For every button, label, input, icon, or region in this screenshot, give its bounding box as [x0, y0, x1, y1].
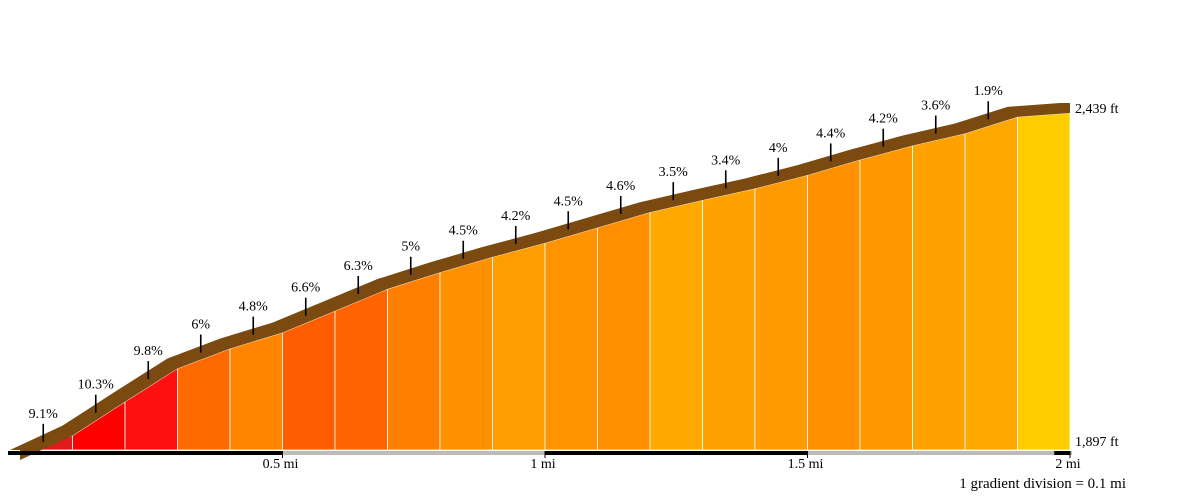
gradient-segment-12 [597, 211, 651, 451]
elevation-min-label: 1,897 ft [1075, 435, 1119, 450]
grade-label-8: 5% [401, 240, 420, 255]
grade-label-14: 3.4% [711, 153, 741, 168]
gradient-segment-16 [807, 159, 861, 451]
grade-markers: 9.1% 10.3% 9.8% 6% 4.8% 6.6% 6.3% 5% 4.5% 4.2% 4.5… [29, 84, 1004, 442]
distance-axis: 0.5 mi 1 mi 1.5 mi 2 mi [8, 451, 1081, 472]
grade-label-17: 4.2% [869, 112, 899, 127]
grade-label-3: 9.8% [134, 344, 164, 359]
axis-track [8, 451, 1072, 455]
grade-label-16: 4.4% [816, 126, 846, 141]
axis-block-3 [1054, 451, 1070, 455]
grade-label-5: 4.8% [239, 300, 269, 315]
gradient-segment-5 [229, 332, 283, 451]
x-tick-label-1: 0.5 mi [263, 457, 299, 472]
grade-label-10: 4.2% [501, 209, 531, 224]
grade-label-2: 10.3% [78, 378, 115, 393]
gradient-segment-18 [912, 132, 966, 451]
grade-label-19: 1.9% [974, 84, 1004, 99]
elevation-max-label: 2,439 ft [1075, 102, 1119, 117]
axis-block-2 [545, 451, 808, 455]
grade-label-7: 6.3% [344, 259, 374, 274]
grade-label-1: 9.1% [29, 407, 59, 422]
axis-block-1 [8, 451, 283, 455]
gradient-segment-11 [544, 227, 598, 451]
gradient-segment-6 [282, 310, 336, 451]
gradient-segment-17 [859, 145, 913, 451]
grade-label-18: 3.6% [921, 99, 951, 114]
x-tick-label-2: 1 mi [530, 457, 555, 472]
gradient-segment-14 [702, 188, 756, 451]
grade-label-13: 3.5% [659, 165, 689, 180]
gradient-segment-10 [492, 242, 546, 451]
grade-label-6: 6.6% [291, 281, 321, 296]
gradient-segment-15 [754, 174, 808, 451]
x-tick-label-4: 2 mi [1055, 457, 1080, 472]
grade-label-9: 4.5% [449, 224, 479, 239]
gradient-segment-19 [964, 116, 1018, 451]
gradient-segment-13 [649, 199, 703, 451]
gradient-division-note: 1 gradient division = 0.1 mi [959, 476, 1126, 492]
gradient-segments [19, 112, 1071, 451]
elevation-labels: 2,439 ft 1,897 ft [1075, 102, 1119, 450]
grade-label-4: 6% [191, 318, 210, 333]
gradient-segment-9 [439, 256, 493, 451]
grade-label-11: 4.5% [554, 194, 584, 209]
gradient-segment-20 [1017, 112, 1071, 451]
grade-label-15: 4% [769, 141, 788, 156]
grade-label-12: 4.6% [606, 179, 636, 194]
gradient-segment-8 [387, 271, 441, 451]
x-tick-label-3: 1.5 mi [788, 457, 824, 472]
gradient-segment-7 [334, 288, 388, 451]
